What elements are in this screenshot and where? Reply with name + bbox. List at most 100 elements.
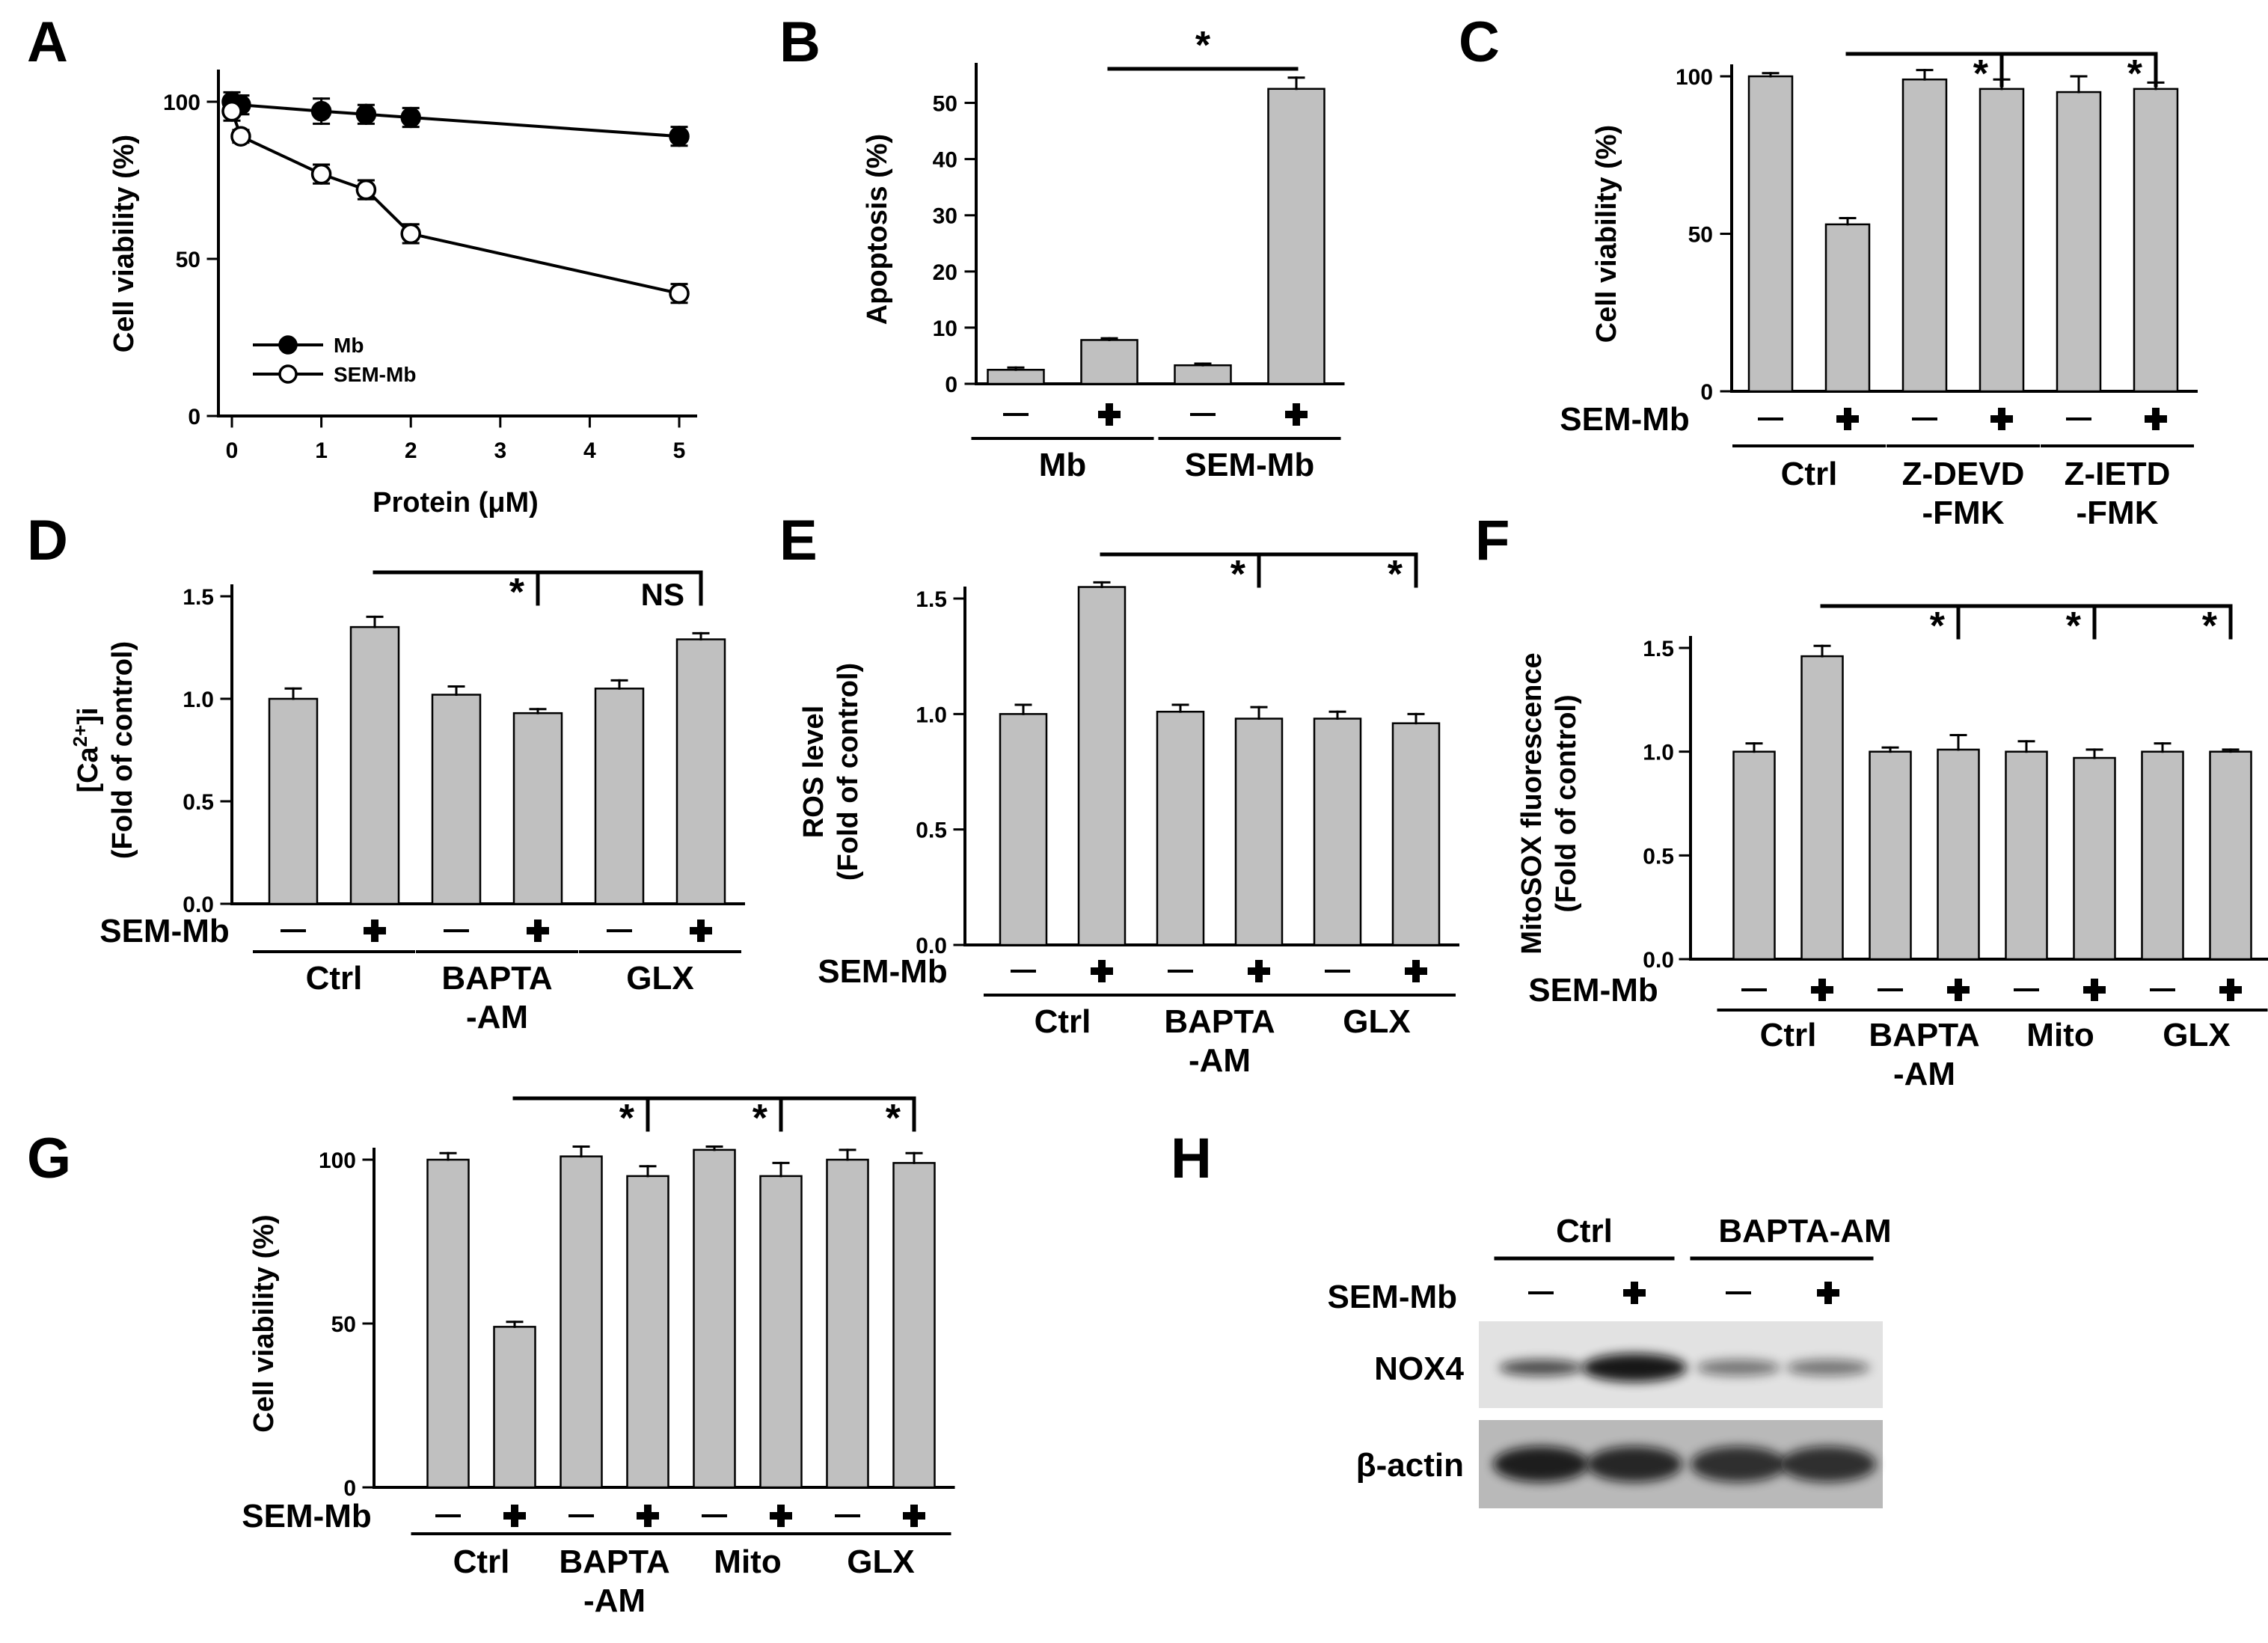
f-group-label-3: Mito <box>2026 1017 2094 1053</box>
g-group-label-4: GLX <box>847 1543 914 1580</box>
c-sig-marker-1: * <box>1973 52 1989 96</box>
panel-label-c: C <box>1459 10 1500 74</box>
g-y-tick-label: 100 <box>319 1148 356 1173</box>
b-group-label-line: Mb <box>1039 447 1087 483</box>
panel-label-f: F <box>1475 509 1510 572</box>
g-bar-3 <box>560 1155 603 1489</box>
h-band-beta-actin-lane-2 <box>1587 1446 1682 1482</box>
panel-label-b: B <box>779 10 821 74</box>
a-point-sem-mb-5 <box>400 223 421 245</box>
g-group-label-2: BAPTA -AM <box>559 1543 669 1619</box>
panel-label-e: E <box>779 509 818 572</box>
c-group-label-line: Z-IETD <box>2065 456 2171 492</box>
a-series-line-sem-mb <box>230 110 680 296</box>
c-group-label-1: Ctrl <box>1781 456 1838 492</box>
panel-label-a: A <box>27 10 68 74</box>
f-group-label-line: GLX <box>2163 1017 2230 1053</box>
c-group-label-line: Z-DEVD <box>1902 456 2025 492</box>
c-group-label-2: Z-DEVD -FMK <box>1902 456 2025 531</box>
b-y-tick-label: 20 <box>933 260 957 285</box>
g-bar-2 <box>493 1326 536 1489</box>
h-band-nox4-lane-2 <box>1582 1353 1687 1382</box>
d-treatment-4-stem <box>534 920 542 942</box>
e-y-tick-label: 0.0 <box>916 934 947 958</box>
g-bar-5 <box>693 1148 736 1489</box>
g-group-label-line: BAPTA <box>559 1543 669 1580</box>
g-y-tick-label: 50 <box>331 1312 356 1337</box>
e-treatment-2-stem <box>1098 960 1106 982</box>
f-bar-7 <box>2141 750 2184 961</box>
g-bar-7 <box>826 1158 869 1489</box>
d-y-axis-title-line: (Fold of control) <box>107 641 138 859</box>
a-x-tick-label: 2 <box>405 438 417 463</box>
e-group-label-line: GLX <box>1343 1003 1410 1040</box>
g-treatment-3 <box>568 1514 594 1517</box>
g-group-label-line: GLX <box>847 1543 914 1580</box>
b-y-tick-label: 50 <box>933 92 957 117</box>
h-band-beta-actin-lane-3 <box>1691 1446 1786 1482</box>
f-treatment-2-stem <box>1818 979 1826 1001</box>
f-treatment-5 <box>2014 988 2039 991</box>
g-treatment-7 <box>835 1514 860 1517</box>
chart-d-calcium-bars: 0.0 0.5 1.0 1.5 SEM-Mb Ctrl BAPTA -AM GLX [Ca2+]i… <box>69 570 745 1035</box>
f-sig-marker-1: * <box>1930 605 1946 648</box>
f-sig-marker-3: * <box>2202 605 2218 648</box>
g-y-axis-title-line: Cell viability (%) <box>248 1214 280 1432</box>
a-x-tick-label: 5 <box>673 438 686 463</box>
g-bar-4 <box>626 1175 669 1489</box>
c-y-axis-title-line: Cell viability (%) <box>1591 125 1622 343</box>
g-bar-8 <box>892 1162 936 1489</box>
b-y-tick-label: 0 <box>945 373 957 397</box>
d-group-label-2: BAPTA -AM <box>441 960 552 1035</box>
d-group-label-line: GLX <box>626 960 693 997</box>
b-treatment-2-stem <box>1106 403 1113 426</box>
f-y-tick-label: 1.0 <box>1643 741 1674 765</box>
d-y-tick-label: 0.0 <box>183 893 214 917</box>
e-group-label-line: -AM <box>1189 1042 1251 1079</box>
g-treatment-2-stem <box>511 1505 518 1527</box>
h-group-label-2: BAPTA-AM <box>1718 1213 1891 1249</box>
f-y-axis-title: MitoSOX fluorescence (Fold of control) <box>1516 652 1582 954</box>
f-treatment-8-stem <box>2227 979 2234 1001</box>
e-bar-6 <box>1391 722 1441 946</box>
b-y-tick-label: 40 <box>933 148 957 173</box>
f-bar-3 <box>1869 750 1912 961</box>
f-treatment-7 <box>2150 988 2175 991</box>
d-bar-2 <box>349 625 400 905</box>
h-band-nox4-lane-1 <box>1499 1359 1583 1376</box>
e-bar-3 <box>1156 710 1205 946</box>
c-bar-2 <box>1824 223 1871 393</box>
d-y-axis-title: [Ca2+]i (Fold of control) <box>69 641 138 859</box>
f-group-label-4: GLX <box>2163 1017 2230 1053</box>
g-treatment-4-stem <box>644 1505 652 1527</box>
d-group-label-1: Ctrl <box>306 960 363 997</box>
chart-e-ros-bars: 0.0 0.5 1.0 1.5 SEM-Mb Ctrl BAPTA -AM GLX ROS lev… <box>798 552 1459 1079</box>
g-bar-1 <box>426 1158 470 1489</box>
a-y-tick-label: 0 <box>188 405 200 429</box>
b-y-axis-title-line: Apoptosis (%) <box>862 134 893 325</box>
f-y-axis-title-line: (Fold of control) <box>1551 694 1582 912</box>
a-point-sem-mb-6 <box>669 283 690 304</box>
c-bar-3 <box>1901 78 1948 393</box>
h-band-beta-actin-lane-1 <box>1493 1446 1589 1482</box>
d-bar-3 <box>431 694 482 905</box>
e-y-axis-title: ROS level (Fold of control) <box>798 663 864 881</box>
g-group-label-line: Mito <box>714 1543 781 1580</box>
c-group-label-3: Z-IETD -FMK <box>2065 456 2171 531</box>
e-y-axis-title-line: ROS level <box>798 706 830 838</box>
a-legend-label-mb: Mb <box>334 334 364 357</box>
a-y-axis-title: Cell viability (%) <box>108 135 140 352</box>
g-treatment-6-stem <box>777 1505 785 1527</box>
d-bar-5 <box>594 688 645 905</box>
panel-label-d: D <box>27 509 68 572</box>
d-group-label-line: Ctrl <box>306 960 363 997</box>
chart-a-viability-line: 0 50 100 0 1 2 3 4 5 Protein (μM) Cell viability (… <box>108 70 697 518</box>
h-row-label-beta-actin: β-actin <box>1356 1447 1464 1484</box>
a-x-axis-title: Protein (μM) <box>373 487 539 518</box>
b-bar-4 <box>1267 88 1325 385</box>
e-treatment-1 <box>1011 970 1036 973</box>
a-legend-marker-sem-mb <box>278 364 298 384</box>
b-y-tick-label: 10 <box>933 316 957 341</box>
e-bar-1 <box>999 713 1048 946</box>
f-y-tick-label: 0.0 <box>1643 948 1674 973</box>
